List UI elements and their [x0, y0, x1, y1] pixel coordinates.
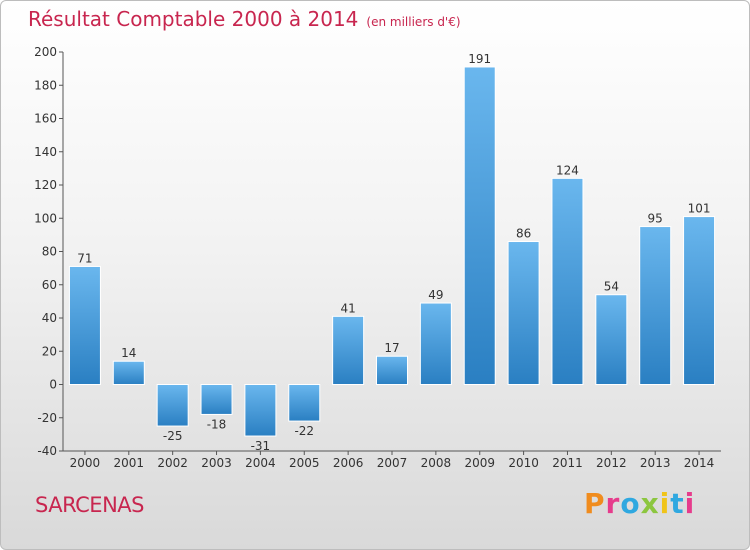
y-tick-label: 20: [42, 344, 57, 358]
y-tick-label: 180: [34, 78, 57, 92]
x-tick-label-2010: 2010: [508, 456, 539, 470]
x-tick-label-2005: 2005: [289, 456, 320, 470]
y-tick-label: 160: [34, 112, 57, 126]
bar-2011: [551, 177, 584, 385]
brand-letter: P: [584, 487, 606, 520]
x-tick-label-2004: 2004: [245, 456, 276, 470]
bar-2003: [200, 384, 233, 415]
bar-2006: [332, 315, 365, 385]
brand-letter: o: [620, 487, 641, 520]
data-label-2010: 86: [516, 227, 531, 241]
x-tick-label-2002: 2002: [157, 456, 188, 470]
x-tick-label-2003: 2003: [201, 456, 232, 470]
y-tick-label: 40: [42, 311, 57, 325]
bar-2004: [244, 384, 277, 437]
data-label-2011: 124: [556, 163, 579, 177]
bar-2012: [595, 294, 628, 386]
y-tick-label: 200: [34, 45, 57, 59]
y-tick-label: 80: [42, 245, 57, 259]
x-tick-label-2000: 2000: [70, 456, 101, 470]
data-label-2009: 191: [468, 52, 491, 66]
y-tick-label: 100: [34, 211, 57, 225]
bar-2009: [463, 66, 496, 386]
data-label-2002: -25: [163, 429, 183, 443]
place-name: SARCENAS: [35, 493, 144, 517]
chart-title: Résultat Comptable 2000 à 2014 (en millie…: [28, 7, 461, 31]
bar-2010: [507, 241, 540, 385]
x-tick-label-2008: 2008: [421, 456, 452, 470]
data-label-2007: 17: [384, 341, 399, 355]
title-text: Résultat Comptable 2000 à 2014: [28, 7, 359, 31]
bar-2008: [419, 302, 452, 386]
y-tick-label: 120: [34, 178, 57, 192]
x-tick-label-2013: 2013: [640, 456, 671, 470]
data-label-2008: 49: [428, 288, 443, 302]
data-label-2012: 54: [604, 280, 619, 294]
x-tick-label-2011: 2011: [552, 456, 583, 470]
bar-2001: [112, 360, 145, 386]
data-label-2014: 101: [688, 202, 711, 216]
brand-letter: i: [659, 487, 671, 520]
bar-2000: [68, 265, 101, 385]
x-tick-label-2006: 2006: [333, 456, 364, 470]
data-label-2005: -22: [294, 424, 314, 438]
x-tick-label-2009: 2009: [464, 456, 495, 470]
bar-2007: [376, 355, 408, 385]
title-unit: (en milliers d'€): [366, 15, 461, 29]
brand-letter: x: [640, 487, 660, 520]
bar-2013: [639, 226, 672, 385]
x-tick-label-2014: 2014: [684, 456, 715, 470]
bar-2005: [288, 384, 321, 422]
data-label-2013: 95: [648, 212, 663, 226]
x-tick-label-2001: 2001: [114, 456, 145, 470]
y-tick-label: 0: [49, 378, 57, 392]
y-tick-label: 140: [34, 145, 57, 159]
brand-letter: r: [605, 487, 621, 520]
bar-2014: [683, 216, 716, 385]
data-label-2000: 71: [77, 251, 92, 265]
x-tick-label-2012: 2012: [596, 456, 627, 470]
y-tick-label: -40: [37, 444, 57, 458]
x-tick-label-2007: 2007: [377, 456, 408, 470]
data-label-2006: 41: [340, 301, 355, 315]
brand-logo: Proxiti: [584, 487, 695, 520]
data-label-2004: -31: [251, 439, 271, 453]
data-label-2003: -18: [207, 417, 227, 431]
bar-2002: [156, 384, 189, 427]
data-label-2001: 14: [121, 346, 136, 360]
y-tick-label: -20: [37, 411, 57, 425]
y-tick-label: 60: [42, 278, 57, 292]
brand-letter: t: [670, 487, 685, 520]
brand-letter: i: [684, 487, 696, 520]
